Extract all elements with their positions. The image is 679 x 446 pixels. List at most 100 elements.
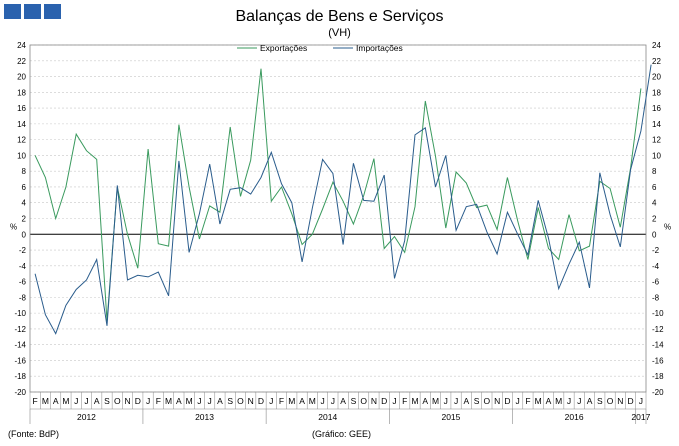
x-tick-label: F (402, 396, 407, 406)
x-tick-label: J (269, 396, 273, 406)
x-tick-label: D (135, 396, 141, 406)
y-tick-label-right: 20 (652, 73, 661, 82)
logo (4, 4, 61, 19)
chart-subtitle: (VH) (328, 27, 351, 39)
x-tick-label: M (288, 396, 295, 406)
y-tick-label-left: 22 (17, 57, 26, 66)
x-tick-label: D (258, 396, 264, 406)
x-tick-label: S (474, 396, 480, 406)
year-label: 2016 (565, 412, 584, 422)
legend-label: Exportações (260, 43, 307, 53)
x-tick-label: O (237, 396, 244, 406)
x-tick-label: S (351, 396, 357, 406)
y-tick-label-right: 8 (652, 167, 657, 176)
y-tick-label-right: 2 (652, 215, 657, 224)
logo-square (4, 4, 21, 19)
y-tick-label-left: 16 (17, 104, 26, 113)
series-line-importacoes (34, 64, 652, 335)
year-label: 2015 (441, 412, 460, 422)
x-tick-label: M (42, 396, 49, 406)
y-tick-label-right: -10 (652, 309, 664, 318)
chart-title: Balanças de Bens e Serviços (235, 8, 444, 25)
x-tick-label: N (371, 396, 377, 406)
y-tick-label-right: 4 (652, 199, 657, 208)
x-tick-label: J (516, 396, 520, 406)
x-tick-label: S (104, 396, 110, 406)
x-tick-label: J (320, 396, 324, 406)
y-tick-label-right: 24 (652, 41, 661, 50)
x-tick-label: J (392, 396, 396, 406)
x-tick-label: J (444, 396, 448, 406)
y-tick-label-right: 14 (652, 120, 661, 129)
x-tick-label: O (360, 396, 367, 406)
x-tick-label: A (463, 396, 469, 406)
y-tick-label-left: 10 (17, 151, 26, 160)
y-tick-label-left: 12 (17, 136, 26, 145)
x-tick-label: J (208, 396, 212, 406)
y-tick-label-left: 24 (17, 41, 26, 50)
y-tick-label-right: -16 (652, 356, 664, 365)
y-tick-label-left: -20 (14, 388, 26, 397)
y-tick-label-left: 20 (17, 73, 26, 82)
x-tick-label: J (74, 396, 78, 406)
x-tick-label: S (227, 396, 233, 406)
x-tick-label: A (94, 396, 100, 406)
x-tick-label: F (279, 396, 284, 406)
y-axis-label-left: % (10, 222, 17, 231)
y-tick-label-left: 2 (22, 215, 27, 224)
y-tick-label-right: 10 (652, 151, 661, 160)
x-tick-label: A (422, 396, 428, 406)
legend-label: Importações (356, 43, 403, 53)
x-tick-label: N (124, 396, 130, 406)
y-tick-label-right: 16 (652, 104, 661, 113)
y-tick-label-left: -12 (14, 325, 26, 334)
y-tick-label-left: 4 (22, 199, 27, 208)
series-line-exportacoes (34, 68, 642, 322)
year-label: 2013 (195, 412, 214, 422)
y-tick-label-left: -14 (14, 341, 26, 350)
x-tick-label: N (494, 396, 500, 406)
y-tick-label-right: -18 (652, 372, 664, 381)
x-tick-label: J (567, 396, 571, 406)
logo-square (24, 4, 41, 19)
y-tick-label-right: 6 (652, 183, 657, 192)
y-tick-label-left: -18 (14, 372, 26, 381)
y-tick-label-left: 6 (22, 183, 27, 192)
x-tick-label: J (331, 396, 335, 406)
x-tick-label: D (504, 396, 510, 406)
logo-square (44, 4, 61, 19)
x-tick-label: O (114, 396, 121, 406)
x-tick-label: O (607, 396, 614, 406)
y-tick-label-left: 14 (17, 120, 26, 129)
y-tick-label-left: -8 (19, 293, 27, 302)
x-tick-label: A (546, 396, 552, 406)
y-tick-label-right: 12 (652, 136, 661, 145)
x-tick-label: F (156, 396, 161, 406)
x-tick-label: J (197, 396, 201, 406)
x-tick-label: J (84, 396, 88, 406)
x-tick-label: N (248, 396, 254, 406)
x-tick-label: M (309, 396, 316, 406)
y-tick-label-left: 8 (22, 167, 27, 176)
x-tick-label: J (146, 396, 150, 406)
x-tick-label: J (454, 396, 458, 406)
x-tick-label: S (597, 396, 603, 406)
source-note: (Fonte: BdP) (8, 429, 60, 439)
x-tick-label: D (381, 396, 387, 406)
year-label: 2012 (77, 412, 96, 422)
x-tick-label: M (165, 396, 172, 406)
x-tick-label: M (411, 396, 418, 406)
y-tick-label-right: 0 (652, 230, 657, 239)
year-label: 2017 (631, 412, 650, 422)
y-tick-label-left: -16 (14, 356, 26, 365)
x-tick-label: M (62, 396, 69, 406)
x-tick-label: F (33, 396, 38, 406)
y-tick-label-left: -6 (19, 278, 27, 287)
x-tick-label: M (432, 396, 439, 406)
y-tick-label-right: 22 (652, 57, 661, 66)
x-tick-label: A (299, 396, 305, 406)
y-tick-label-right: -20 (652, 388, 664, 397)
x-tick-label: M (186, 396, 193, 406)
x-tick-label: A (176, 396, 182, 406)
y-tick-label-right: 18 (652, 88, 661, 97)
